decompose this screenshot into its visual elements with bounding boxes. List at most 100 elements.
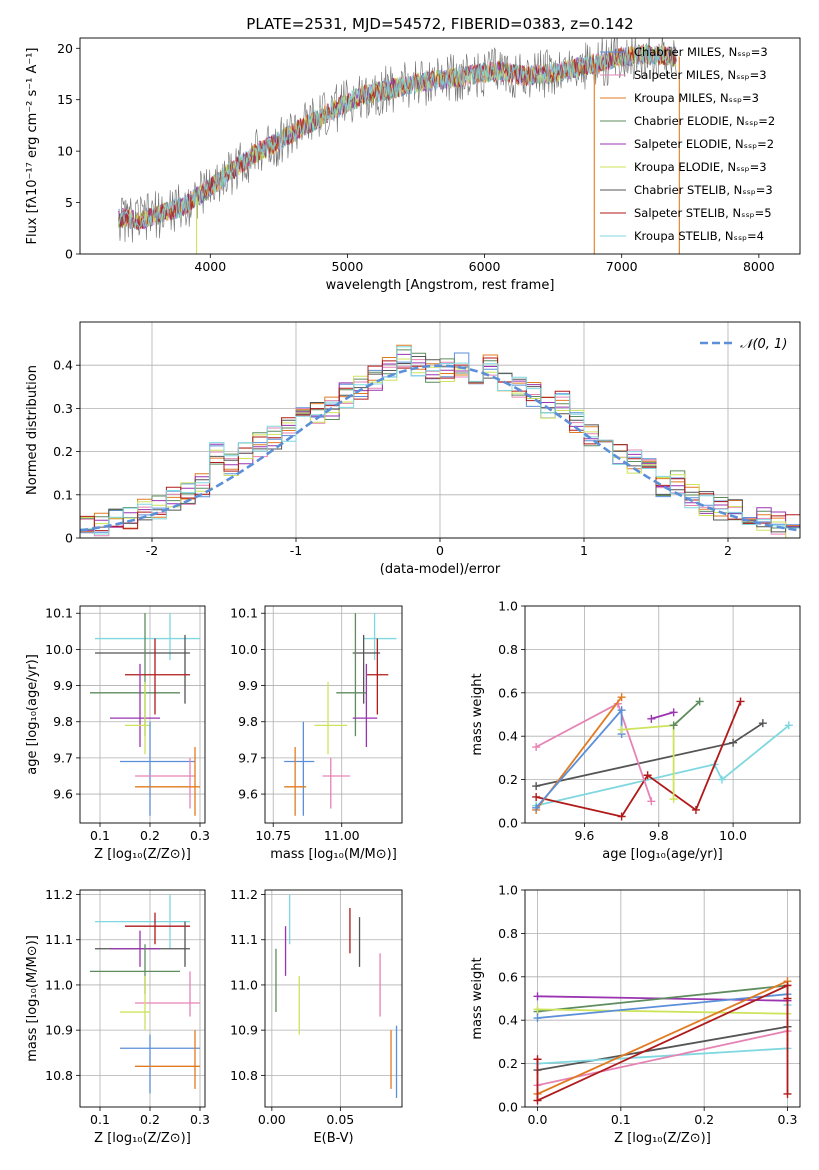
residuals-xtick-label: -2 [146, 543, 158, 558]
mass-vs-Z-xtick-label: 0.1 [90, 1112, 110, 1127]
weight-line [672, 700, 701, 727]
spectrum-ylabel: Flux [fλ10⁻¹⁷ erg cm⁻² s⁻¹ A⁻¹] [25, 48, 40, 245]
errorbar-point [314, 681, 348, 755]
weight-point-marker [669, 721, 678, 730]
errorbar-point [336, 613, 367, 737]
legend-label: Kroupa STELIB, Nₛₛₚ=4 [634, 229, 764, 243]
weight-point-marker [758, 719, 767, 728]
residuals-ytick-label: 0.4 [53, 358, 73, 373]
weight-line [537, 993, 788, 1019]
spectrum-xtick-label: 5000 [332, 259, 364, 274]
residuals-xtick-label: 2 [724, 543, 732, 558]
age-vs-mass-ytick-label: 9.8 [238, 714, 258, 729]
weight-vs-age-ytick-label: 1.0 [498, 599, 518, 614]
mass-vs-ebv-ytick-label: 10.9 [230, 1023, 258, 1038]
age-vs-Z-xtick-label: 0.1 [90, 828, 110, 843]
mass-vs-Z-frame [79, 889, 206, 1108]
weight-line [537, 1008, 788, 1015]
mass-vs-Z-ylabel: mass [log₁₀(M/M⊙)] [25, 935, 40, 1062]
legend-label: Salpeter MILES, Nₛₛₚ=3 [634, 68, 767, 82]
errorbar-point [120, 1034, 200, 1094]
age-vs-Z-plot-area [90, 613, 200, 816]
age-vs-mass-axes: 10.75 11.00 9.6 9.7 9.8 9.9 10.0 10.1 [230, 606, 402, 843]
weight-vs-age-xlabel: age [log₁₀(age/yr)] [602, 847, 723, 862]
weight-point-marker [533, 992, 542, 1001]
spectrum-xtick-label: 6000 [469, 259, 501, 274]
age-vs-mass-ytick-label: 10.1 [230, 606, 258, 621]
legend-label: Kroupa MILES, Nₛₛₚ=3 [634, 91, 759, 105]
weight-vs-Z-ytick-label: 0.0 [498, 1100, 518, 1115]
weight-point-marker [532, 782, 541, 791]
weight-vs-age-xtick-label: 10.0 [719, 828, 747, 843]
spectrum-ytick-label: 0 [65, 247, 73, 262]
weight-vs-age-ytick-label: 0.6 [498, 685, 518, 700]
mass-vs-ebv-xlabel: E(B-V) [313, 1131, 353, 1146]
age-vs-Z-frame [79, 605, 206, 824]
weight-vs-age-plot-area [532, 693, 793, 821]
errorbar-point [284, 721, 315, 816]
mass-vs-Z-axes: 0.1 0.2 0.3 10.8 10.9 11.0 11.1 11.2 [45, 887, 210, 1127]
weight-line [651, 711, 674, 720]
errorbar-point [125, 638, 190, 715]
residuals-plot-area [80, 344, 800, 538]
weight-vs-Z-ytick-label: 0.2 [498, 1056, 518, 1071]
weight-series [532, 719, 767, 791]
weight-series [532, 697, 745, 821]
weight-point-marker [532, 743, 541, 752]
mass-vs-Z-ytick-label: 11.0 [45, 977, 73, 992]
residuals-ylabel: Normed distribution [25, 365, 40, 495]
weight-point-marker [533, 1014, 542, 1023]
mass-vs-ebv-frame [264, 889, 403, 1108]
spectrum-xtick-label: 8000 [743, 259, 775, 274]
age-vs-mass-frame [264, 605, 403, 824]
weight-point-marker [617, 725, 626, 734]
errorbar-point [125, 912, 190, 945]
weight-line [535, 724, 790, 807]
age-vs-Z-xtick-label: 0.2 [140, 828, 160, 843]
figure-title: PLATE=2531, MJD=54572, FIBERID=0383, z=0… [246, 15, 633, 33]
mass-vs-ebv-axes: 0.00 0.05 10.8 10.9 11.0 11.1 11.2 [230, 887, 402, 1127]
normal-curve [80, 364, 800, 532]
errorbar-point [125, 681, 150, 755]
errorbar-point [135, 1030, 200, 1089]
weight-point-marker [647, 714, 656, 723]
mass-vs-Z-ytick-label: 11.1 [45, 932, 73, 947]
weight-point-marker [532, 803, 541, 812]
weight-vs-age-ytick-label: 0.4 [498, 729, 518, 744]
weight-point-marker [617, 706, 626, 715]
mass-vs-Z-xtick-label: 0.3 [190, 1112, 210, 1127]
weight-vs-age-frame [524, 605, 801, 824]
weight-vs-age-ylabel: mass weight [470, 673, 485, 755]
errorbar-point [120, 975, 150, 1031]
weight-point-marker [669, 708, 678, 717]
errorbar-point [284, 747, 307, 816]
age-vs-mass-plot-area [284, 613, 397, 816]
spectrum-line-8 [117, 44, 677, 230]
weight-point-marker [617, 693, 626, 702]
weight-vs-age-xtick-label: 9.6 [575, 828, 595, 843]
weight-vs-Z-xtick-label: 0.3 [778, 1112, 798, 1127]
weight-point-marker [783, 994, 792, 1003]
age-vs-Z-ytick-label: 10.0 [45, 642, 73, 657]
legend-label: Salpeter ELODIE, Nₛₛₚ=2 [634, 137, 774, 151]
age-vs-Z-ytick-label: 9.8 [53, 714, 73, 729]
spectrum-axes: 4000 5000 6000 7000 8000 0 5 10 15 20 [57, 41, 775, 274]
weight-vs-Z-xlabel: Z [log₁₀(Z/Z⊙)] [614, 1131, 711, 1146]
weight-point-marker [691, 805, 700, 814]
weight-line [537, 980, 788, 1095]
weight-point-marker [669, 795, 678, 804]
weight-vs-Z-frame [524, 889, 801, 1108]
weight-vs-age-ytick-label: 0.8 [498, 642, 518, 657]
legend-label: Kroupa ELODIE, Nₛₛₚ=3 [634, 160, 767, 174]
legend-label: Chabrier ELODIE, Nₛₛₚ=2 [634, 114, 775, 128]
weight-line [537, 1030, 788, 1087]
age-vs-Z-xtick-label: 0.3 [190, 828, 210, 843]
weight-point-marker [729, 738, 738, 747]
mass-vs-ebv-xtick-label: 0.00 [258, 1112, 286, 1127]
errorbar-point [95, 634, 190, 704]
residuals-xtick-label: 1 [580, 543, 588, 558]
errorbar-point [135, 971, 200, 1017]
weight-point-marker [643, 771, 652, 780]
mass-vs-ebv-ytick-label: 11.0 [230, 977, 258, 992]
weight-series [647, 708, 678, 723]
